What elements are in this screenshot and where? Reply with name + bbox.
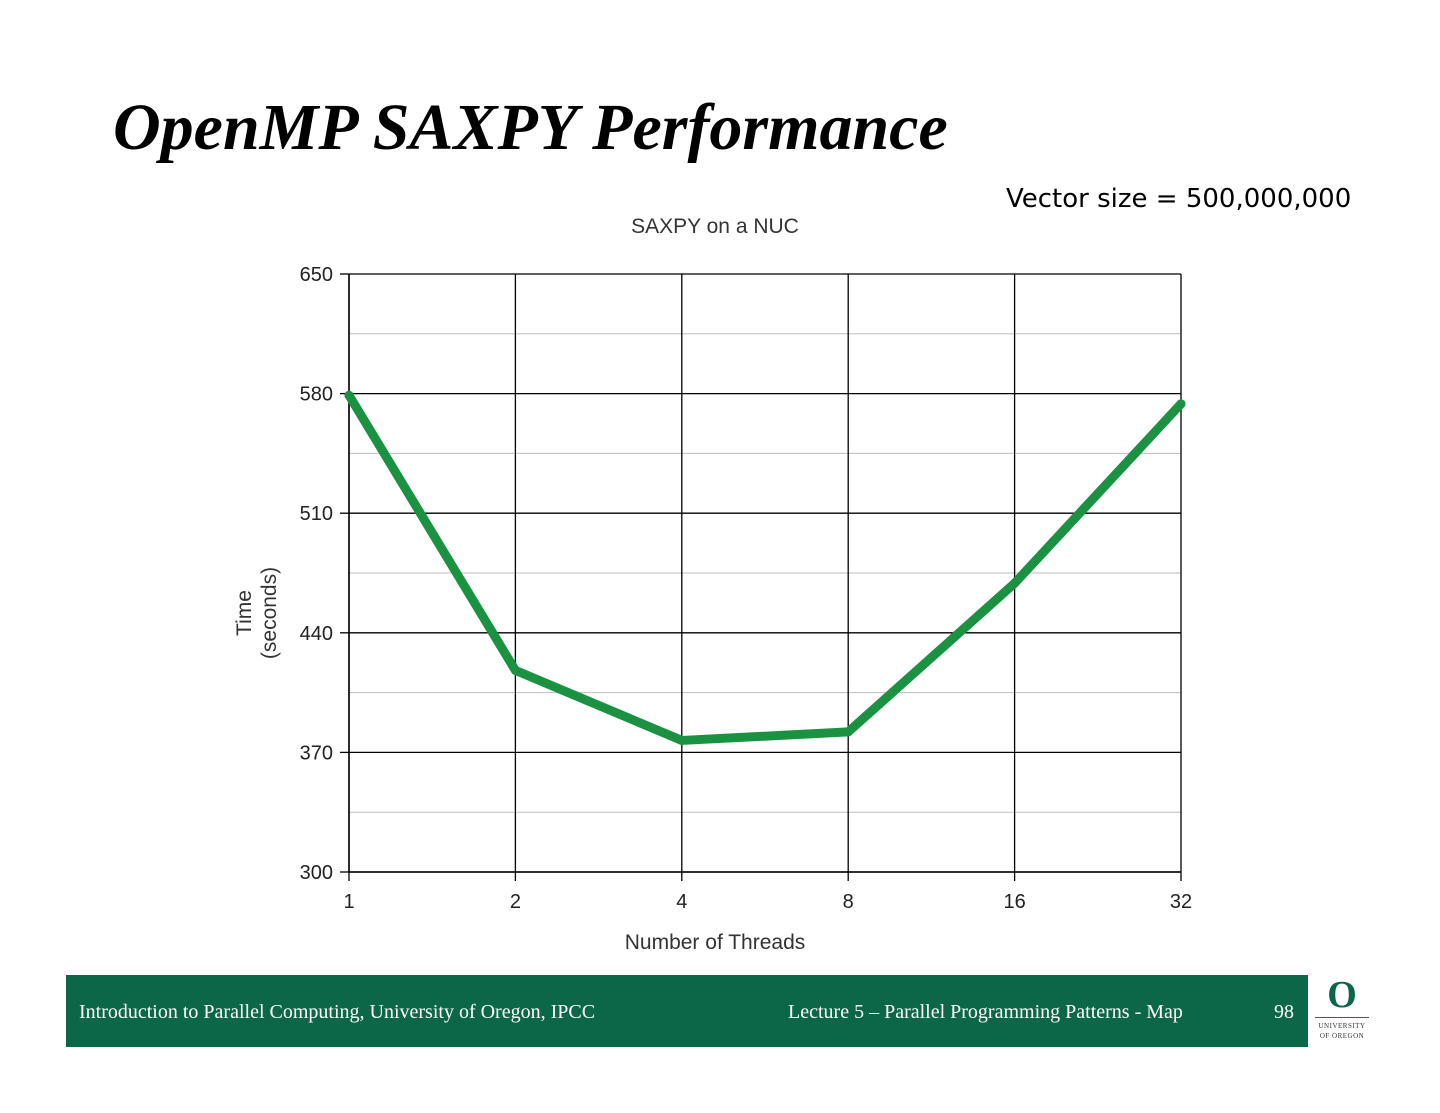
x-tick-label: 1 bbox=[343, 891, 354, 913]
y-tick-label: 650 bbox=[300, 264, 333, 286]
y-axis-label-line: Time bbox=[233, 590, 256, 636]
data-point bbox=[843, 727, 853, 737]
vector-size-annotation: Vector size = 500,000,000 bbox=[1006, 184, 1352, 214]
y-tick-label: 440 bbox=[300, 623, 333, 645]
x-tick-label: 8 bbox=[843, 891, 854, 913]
logo-line-2: OF OREGON bbox=[1319, 1032, 1365, 1040]
x-tick-label: 4 bbox=[676, 891, 687, 913]
data-point bbox=[344, 390, 354, 400]
x-axis-label: Number of Threads bbox=[625, 931, 806, 954]
data-point bbox=[510, 665, 520, 675]
data-point bbox=[1010, 578, 1020, 588]
data-point bbox=[1176, 399, 1186, 409]
logo-o-mark: O bbox=[1327, 974, 1357, 1016]
x-tick-label: 2 bbox=[510, 891, 521, 913]
footer-course-text: Introduction to Parallel Computing, Univ… bbox=[79, 1001, 596, 1023]
y-tick-label: 300 bbox=[300, 862, 333, 884]
footer-lecture-text: Lecture 5 – Parallel Programming Pattern… bbox=[788, 1001, 1183, 1023]
slide-title: OpenMP SAXPY Performance bbox=[113, 91, 948, 164]
data-point bbox=[677, 735, 687, 745]
x-tick-label: 32 bbox=[1170, 891, 1192, 913]
y-tick-label: 510 bbox=[300, 503, 333, 525]
series-line bbox=[344, 390, 1186, 745]
y-axis-label-line: (seconds) bbox=[258, 567, 281, 659]
logo-line-1: UNIVERSITY bbox=[1318, 1022, 1366, 1030]
y-axis-label: Time(seconds) bbox=[233, 567, 281, 659]
y-tick-label: 370 bbox=[300, 742, 333, 764]
university-logo: O UNIVERSITY OF OREGON bbox=[1312, 975, 1372, 1047]
logo-divider bbox=[1315, 1017, 1369, 1018]
x-tick-label: 16 bbox=[1003, 891, 1025, 913]
page-number: 98 bbox=[1274, 1001, 1294, 1023]
chart-title: SAXPY on a NUC bbox=[631, 215, 799, 238]
footer-bar: Introduction to Parallel Computing, Univ… bbox=[66, 975, 1308, 1047]
y-tick-label: 580 bbox=[300, 384, 333, 406]
